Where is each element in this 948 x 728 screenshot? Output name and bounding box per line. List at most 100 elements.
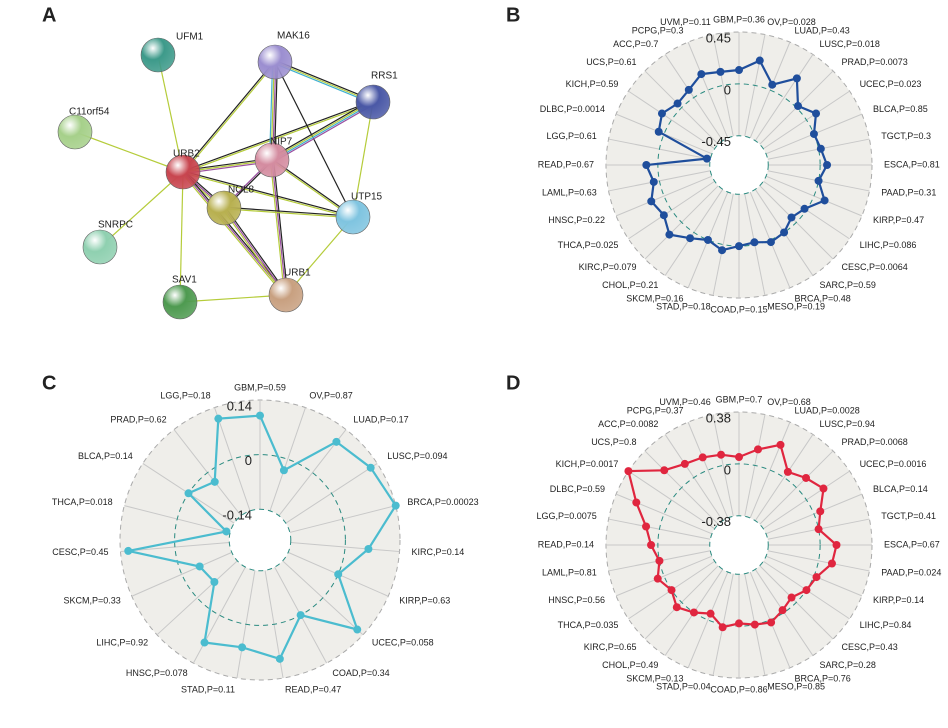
- category-label: DLBC,P=0.59: [550, 484, 605, 494]
- category-label: LAML,P=0.63: [542, 188, 597, 198]
- spoke: [687, 421, 729, 519]
- spoke: [192, 566, 246, 664]
- category-label: LUSC,P=0.94: [820, 419, 875, 429]
- radar-point: [659, 211, 668, 220]
- radar-point: [214, 414, 223, 423]
- radar-point: [812, 573, 821, 582]
- category-label: OV,P=0.68: [767, 397, 810, 407]
- radar-point: [718, 623, 727, 632]
- category-label: HNSC,P=0.078: [126, 668, 188, 678]
- grid-circle: [228, 508, 292, 572]
- edge: [223, 207, 287, 296]
- category-label: PAAD,P=0.31: [881, 188, 936, 198]
- category-label: KICH,P=0.59: [566, 79, 619, 89]
- category-label: SARC,P=0.28: [820, 660, 876, 670]
- grid-circle: [709, 135, 769, 195]
- spoke: [749, 421, 791, 519]
- category-label: GBM,P=0.59: [234, 382, 286, 392]
- radar-point: [750, 620, 759, 629]
- category-label: KICH,P=0.0017: [556, 459, 619, 469]
- radar-point: [200, 638, 209, 647]
- edge: [224, 206, 354, 217]
- category-label: READ,P=0.47: [285, 684, 341, 694]
- edge: [183, 102, 374, 174]
- edge: [274, 62, 373, 105]
- category-label: BRCA,P=0.48: [794, 293, 850, 303]
- radar-point: [184, 489, 193, 498]
- category-label: UVM,P=0.11: [660, 17, 711, 27]
- radar-point: [624, 467, 633, 476]
- radar-point: [210, 477, 219, 486]
- inner-circle: [229, 509, 291, 571]
- node-label: C11orf54: [69, 107, 110, 118]
- node: [140, 37, 176, 73]
- edge: [271, 100, 373, 160]
- radar-point: [717, 450, 726, 459]
- edge: [272, 159, 289, 295]
- spoke: [131, 551, 232, 597]
- radar-point: [792, 74, 801, 83]
- radar-point: [647, 197, 656, 206]
- category-label: MESO,P=0.19: [767, 302, 825, 312]
- category-label: BLCA,P=0.14: [873, 484, 928, 494]
- radar-point: [767, 618, 776, 627]
- radar-point: [735, 453, 743, 462]
- radar-point: [275, 654, 284, 663]
- category-label: UCEC,P=0.058: [372, 637, 434, 647]
- edge: [275, 59, 374, 102]
- radar-point: [778, 606, 787, 615]
- radar-point: [754, 445, 763, 454]
- spoke: [767, 550, 870, 572]
- node-label: URB2: [173, 149, 200, 160]
- spoke: [687, 571, 729, 669]
- radar-point: [820, 196, 829, 205]
- spoke: [628, 180, 715, 240]
- edge: [183, 62, 277, 173]
- radar-point: [783, 467, 792, 476]
- edge: [223, 208, 353, 219]
- panel-label: C: [42, 372, 56, 394]
- radar-point: [642, 161, 651, 169]
- spoke: [615, 493, 713, 535]
- node-label: URB1: [284, 268, 311, 279]
- radar-point: [812, 109, 821, 118]
- radar-point: [680, 459, 689, 468]
- category-label: LUSC,P=0.018: [820, 39, 880, 49]
- radar-point: [735, 242, 743, 251]
- category-label: KIRP,P=0.47: [873, 215, 924, 225]
- radar-point: [793, 102, 802, 111]
- category-label: THCA,P=0.025: [558, 240, 619, 250]
- radar-point: [827, 559, 836, 568]
- y-tick-label: -0.14: [222, 508, 252, 523]
- radar-point: [716, 67, 725, 76]
- category-label: COAD,P=0.34: [332, 668, 389, 678]
- category-label: TGCT,P=0.41: [881, 511, 936, 521]
- radar-point: [802, 586, 811, 595]
- category-label: UCS,P=0.61: [586, 57, 636, 67]
- edge: [222, 208, 286, 297]
- radar-point: [766, 238, 775, 247]
- inner-circle: [709, 135, 769, 195]
- spoke: [749, 41, 791, 139]
- edge: [272, 102, 374, 162]
- node: [82, 229, 118, 265]
- category-label: LGG,P=0.0075: [536, 511, 596, 521]
- radar-point: [124, 546, 133, 555]
- network: UFM1 MAK16 RRS1 C11orf54 URB2 NIP7 UTP15 NOL8 SN…: [57, 31, 398, 320]
- category-label: GBM,P=0.7: [716, 394, 763, 404]
- category-label: KIRC,P=0.079: [579, 262, 637, 272]
- radar-point: [296, 611, 305, 620]
- category-label: GBM,P=0.36: [713, 14, 765, 24]
- spoke: [290, 542, 400, 553]
- spoke: [712, 414, 734, 517]
- edge: [270, 99, 373, 159]
- category-label: PRAD,P=0.62: [110, 414, 166, 424]
- category-label: SKCM,P=0.33: [64, 595, 121, 605]
- node-label: MAK16: [277, 31, 310, 42]
- category-label: PCPG,P=0.3: [632, 25, 684, 35]
- node-label: SAV1: [172, 275, 197, 286]
- category-label: LUAD,P=0.43: [794, 25, 849, 35]
- category-label: LUAD,P=0.0028: [794, 405, 859, 415]
- y-tick-label: -0.38: [701, 514, 731, 529]
